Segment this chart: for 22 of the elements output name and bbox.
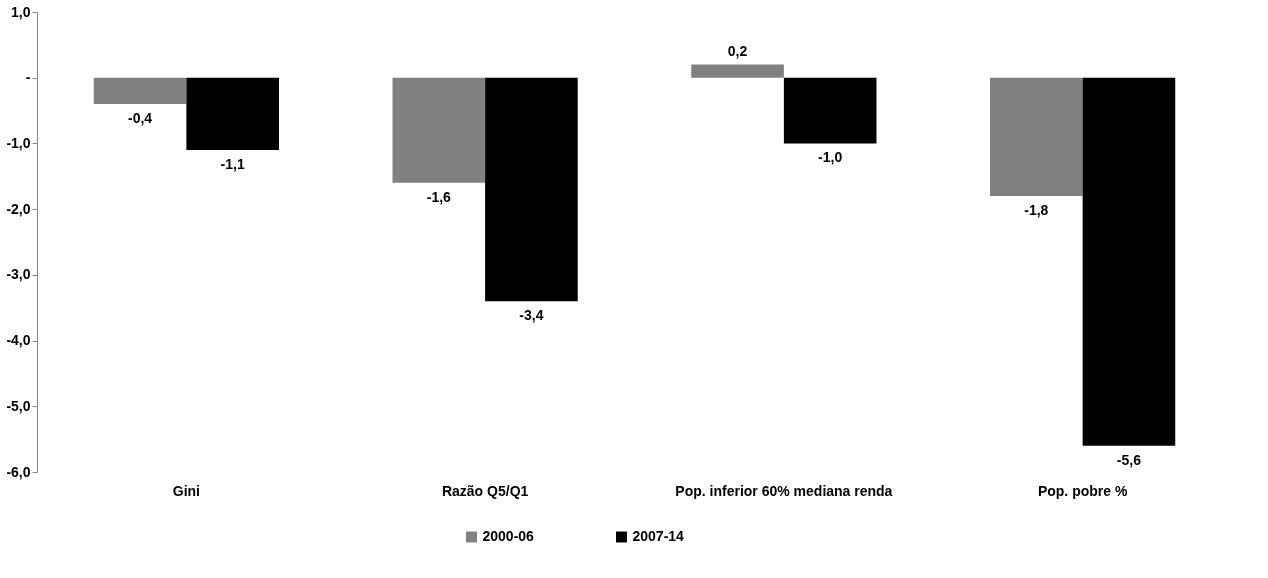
legend-label: 2007-14 <box>632 528 685 544</box>
y-tick-label: 1,0 <box>11 3 31 20</box>
x-tick-label: Razão Q5/Q1 <box>441 482 529 499</box>
y-tick-label: - <box>25 69 31 86</box>
data-label: -1,1 <box>220 156 245 172</box>
data-label: -1,0 <box>818 149 843 166</box>
y-tick-label: -2,0 <box>6 200 31 217</box>
x-tick-label: Pop. pobre % <box>1037 482 1128 499</box>
y-tick-label: -3,0 <box>6 266 31 283</box>
legend-label: 2000-06 <box>482 528 535 544</box>
data-label: 0,2 <box>727 42 748 59</box>
y-tick-label: -5,0 <box>6 397 31 414</box>
data-label: -0,4 <box>128 110 153 126</box>
data-label: -3,4 <box>519 307 544 324</box>
y-tick-label: -1,0 <box>6 134 31 151</box>
x-tick-label: Pop. inferior 60% mediana renda <box>675 482 893 499</box>
y-tick-label: -4,0 <box>6 332 31 349</box>
data-label: -1,6 <box>426 188 452 205</box>
data-label: -1,8 <box>1024 202 1049 218</box>
data-label: -5,6 <box>1116 451 1142 468</box>
y-tick-label: -6,0 <box>6 463 31 480</box>
x-tick-label: Gini <box>172 482 200 499</box>
